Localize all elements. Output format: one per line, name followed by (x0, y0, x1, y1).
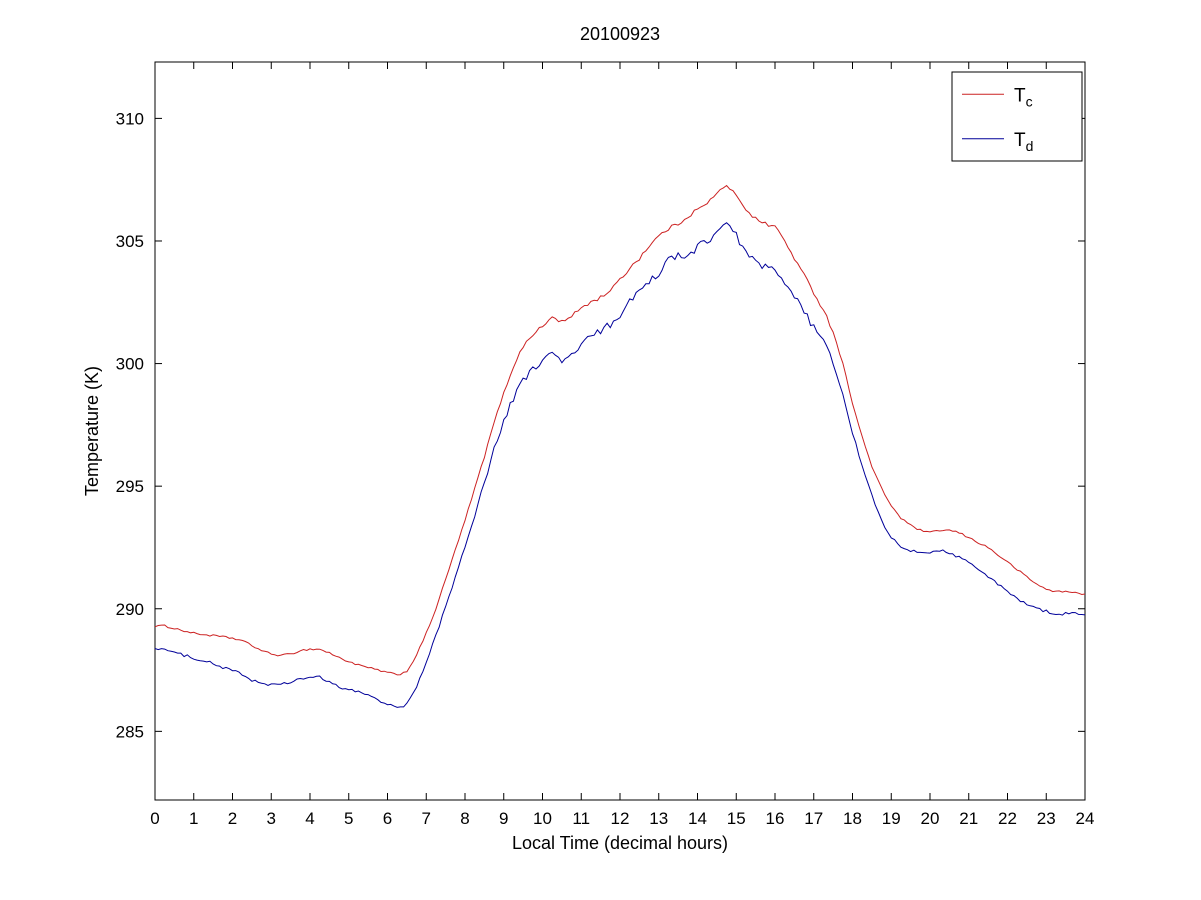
x-tick-label: 24 (1076, 809, 1095, 828)
plot-area: 0 1 2 3 4 5 6 7 8 9 10 11 12 13 14 15 16 17 18 19 20 21 22 23 24… (116, 61, 1095, 828)
x-tick-label: 13 (649, 809, 668, 828)
x-tick-label: 18 (843, 809, 862, 828)
legend-label-Tc: Tc (1014, 85, 1033, 109)
x-tick-label: 12 (611, 809, 630, 828)
legend-box (951, 71, 1083, 162)
x-tick-label: 1 (189, 809, 198, 828)
legend-label-Td: Td (1014, 130, 1033, 154)
x-tick-label: 22 (998, 809, 1017, 828)
y-tick-label: 285 (116, 722, 144, 741)
chart-title: 20100923 (580, 24, 660, 44)
x-tick-label: 11 (572, 809, 590, 828)
y-tick-label: 300 (116, 355, 144, 374)
x-tick-label: 3 (267, 809, 276, 828)
y-tick-label: 305 (116, 232, 144, 251)
axis-box (154, 61, 1086, 801)
y-tick-label: 290 (116, 600, 144, 619)
x-tick-label: 15 (727, 809, 746, 828)
x-tick-label: 8 (460, 809, 469, 828)
x-tick-label: 14 (688, 809, 707, 828)
x-tick-label: 21 (959, 809, 978, 828)
x-tick-label: 6 (383, 809, 392, 828)
x-tick-label: 16 (766, 809, 785, 828)
y-axis-label: Temperature (K) (82, 366, 102, 496)
x-tick-label: 5 (344, 809, 353, 828)
x-tick-label: 0 (150, 809, 159, 828)
y-tick-label: 295 (116, 477, 144, 496)
x-tick-label: 17 (804, 809, 823, 828)
x-tick-label: 19 (882, 809, 901, 828)
x-tick-label: 7 (422, 809, 431, 828)
x-axis-label: Local Time (decimal hours) (512, 833, 728, 853)
series-line-Tc (154, 184, 1086, 676)
x-tick-label: 20 (921, 809, 940, 828)
x-tick-label: 9 (499, 809, 508, 828)
x-tick-label: 10 (533, 809, 552, 828)
y-tick-label: 310 (116, 109, 144, 128)
x-tick-label: 4 (305, 809, 314, 828)
series-line-Td (154, 222, 1086, 708)
x-tick-label: 23 (1037, 809, 1056, 828)
x-tick-label: 2 (228, 809, 237, 828)
